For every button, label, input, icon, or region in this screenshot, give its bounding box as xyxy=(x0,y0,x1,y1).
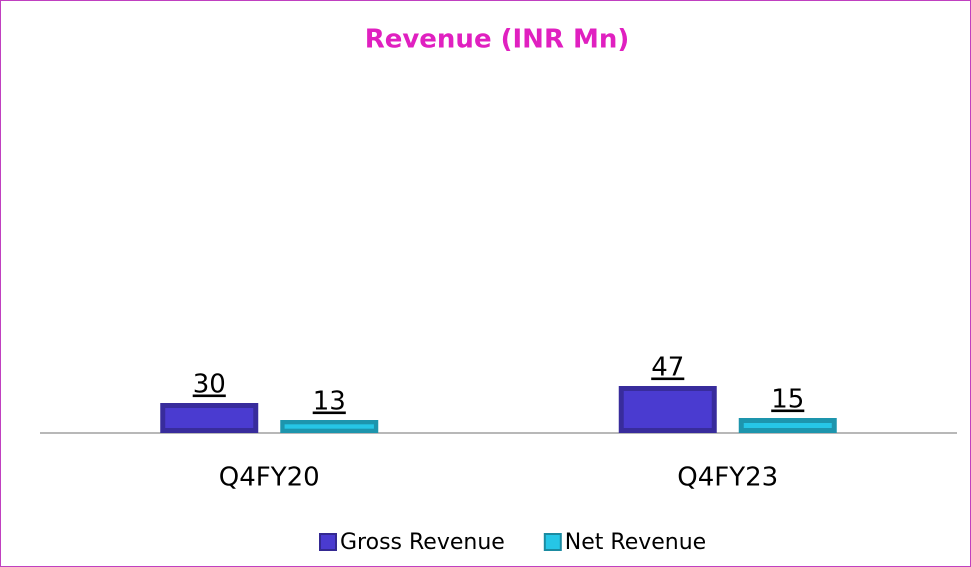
bar-face xyxy=(165,408,254,428)
legend-swatch xyxy=(543,533,562,551)
bar-face xyxy=(623,391,712,428)
bar-face xyxy=(284,424,374,429)
chart-title: Revenue (INR Mn) xyxy=(365,25,630,55)
legend-swatch xyxy=(319,533,337,551)
data-label: 47 xyxy=(651,353,684,383)
legend-label: Net Revenue xyxy=(565,530,706,555)
x-tick-label: Q4FY20 xyxy=(219,463,320,493)
data-label: 13 xyxy=(313,387,346,417)
data-label: 30 xyxy=(193,370,226,400)
bar-face xyxy=(743,423,832,428)
data-label: 15 xyxy=(771,385,804,415)
legend-label: Gross Revenue xyxy=(340,530,505,555)
x-tick-label: Q4FY23 xyxy=(677,463,778,493)
